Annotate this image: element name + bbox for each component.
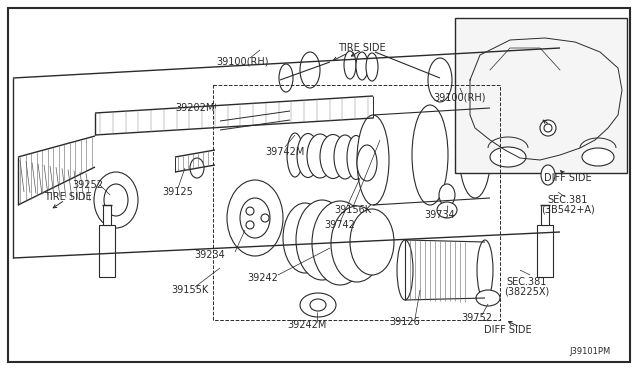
Ellipse shape	[397, 240, 413, 300]
Ellipse shape	[310, 299, 326, 311]
Text: DIFF SIDE: DIFF SIDE	[544, 173, 592, 183]
Ellipse shape	[347, 135, 365, 180]
Text: 39242: 39242	[248, 273, 278, 283]
Text: 39100(RH): 39100(RH)	[217, 57, 269, 67]
Ellipse shape	[296, 200, 348, 280]
Text: SEC.381: SEC.381	[548, 195, 588, 205]
Text: DIFF SIDE: DIFF SIDE	[484, 325, 532, 335]
Ellipse shape	[344, 51, 356, 79]
Ellipse shape	[261, 214, 269, 222]
Ellipse shape	[320, 135, 346, 179]
Text: 39252: 39252	[72, 180, 104, 190]
Text: 39155K: 39155K	[172, 285, 209, 295]
Ellipse shape	[412, 105, 448, 205]
Ellipse shape	[334, 135, 356, 179]
Bar	[541, 205, 549, 225]
Ellipse shape	[541, 165, 555, 185]
Ellipse shape	[582, 148, 614, 166]
Ellipse shape	[240, 198, 270, 238]
Ellipse shape	[246, 207, 254, 215]
Text: 39156K: 39156K	[335, 205, 372, 215]
Ellipse shape	[300, 293, 336, 317]
Ellipse shape	[331, 206, 383, 282]
Text: 39202M: 39202M	[175, 103, 214, 113]
Ellipse shape	[540, 120, 556, 136]
Bar	[455, 18, 627, 173]
Text: J39101PM: J39101PM	[570, 347, 611, 356]
Text: TIRE SIDE: TIRE SIDE	[44, 192, 92, 202]
Text: 39126: 39126	[390, 317, 420, 327]
Text: (3B542+A): (3B542+A)	[541, 205, 595, 215]
Ellipse shape	[287, 133, 303, 177]
Ellipse shape	[477, 240, 493, 300]
Text: 39734: 39734	[424, 210, 456, 220]
Ellipse shape	[312, 201, 368, 285]
Text: 39234: 39234	[195, 250, 225, 260]
Ellipse shape	[279, 64, 293, 92]
Ellipse shape	[227, 180, 283, 256]
Text: 39742: 39742	[324, 220, 355, 230]
Ellipse shape	[94, 172, 138, 228]
Ellipse shape	[357, 115, 389, 205]
Bar	[99, 225, 115, 277]
Ellipse shape	[459, 106, 491, 198]
Ellipse shape	[357, 145, 377, 181]
Text: (38225X): (38225X)	[504, 287, 550, 297]
Ellipse shape	[350, 209, 394, 275]
Ellipse shape	[476, 290, 500, 306]
Ellipse shape	[428, 58, 452, 102]
Ellipse shape	[366, 53, 378, 81]
Text: 39742M: 39742M	[266, 147, 305, 157]
Text: SEC.381: SEC.381	[507, 277, 547, 287]
Bar	[103, 205, 111, 225]
Ellipse shape	[246, 221, 254, 229]
Text: 39100(RH): 39100(RH)	[434, 93, 486, 103]
Ellipse shape	[544, 124, 552, 132]
Ellipse shape	[307, 134, 333, 178]
Ellipse shape	[283, 203, 327, 273]
Text: 39125: 39125	[163, 187, 193, 197]
Text: 39752: 39752	[461, 313, 493, 323]
Ellipse shape	[190, 158, 204, 178]
Ellipse shape	[490, 147, 526, 167]
Text: 39242M: 39242M	[287, 320, 326, 330]
Ellipse shape	[356, 52, 368, 80]
Ellipse shape	[104, 184, 128, 216]
Bar	[537, 225, 553, 277]
Ellipse shape	[300, 52, 320, 88]
Ellipse shape	[437, 202, 457, 218]
Ellipse shape	[297, 134, 319, 177]
Text: TIRE SIDE: TIRE SIDE	[338, 43, 386, 53]
Ellipse shape	[439, 184, 455, 206]
